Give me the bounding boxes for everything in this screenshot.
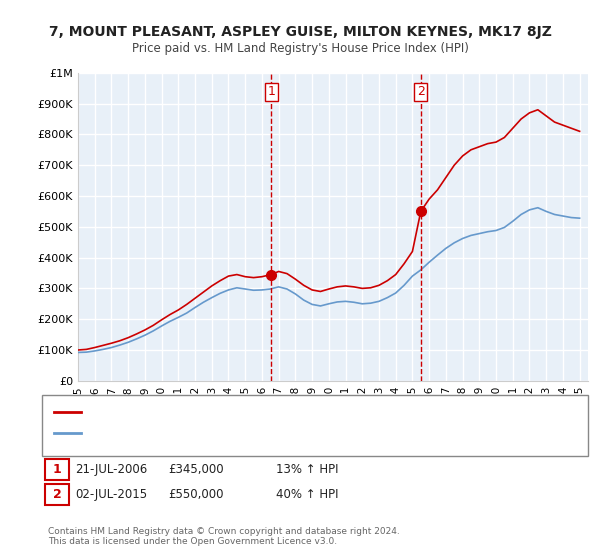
Text: HPI: Average price, detached house, Central Bedfordshire: HPI: Average price, detached house, Cent…	[85, 428, 373, 438]
Text: 1: 1	[267, 85, 275, 98]
Text: 7, MOUNT PLEASANT, ASPLEY GUISE, MILTON KEYNES, MK17 8JZ: 7, MOUNT PLEASANT, ASPLEY GUISE, MILTON …	[49, 25, 551, 39]
Text: 7, MOUNT PLEASANT, ASPLEY GUISE, MILTON KEYNES, MK17 8JZ (detached house): 7, MOUNT PLEASANT, ASPLEY GUISE, MILTON …	[85, 407, 496, 417]
Text: 1: 1	[53, 463, 61, 476]
Text: Price paid vs. HM Land Registry's House Price Index (HPI): Price paid vs. HM Land Registry's House …	[131, 42, 469, 55]
Text: 13% ↑ HPI: 13% ↑ HPI	[276, 463, 338, 476]
Text: 02-JUL-2015: 02-JUL-2015	[75, 488, 147, 501]
Text: 40% ↑ HPI: 40% ↑ HPI	[276, 488, 338, 501]
Text: 2: 2	[417, 85, 425, 98]
Text: 2: 2	[53, 488, 61, 501]
Text: Contains HM Land Registry data © Crown copyright and database right 2024.
This d: Contains HM Land Registry data © Crown c…	[48, 526, 400, 546]
Text: £345,000: £345,000	[168, 463, 224, 476]
Text: £550,000: £550,000	[168, 488, 224, 501]
Text: 21-JUL-2006: 21-JUL-2006	[75, 463, 147, 476]
